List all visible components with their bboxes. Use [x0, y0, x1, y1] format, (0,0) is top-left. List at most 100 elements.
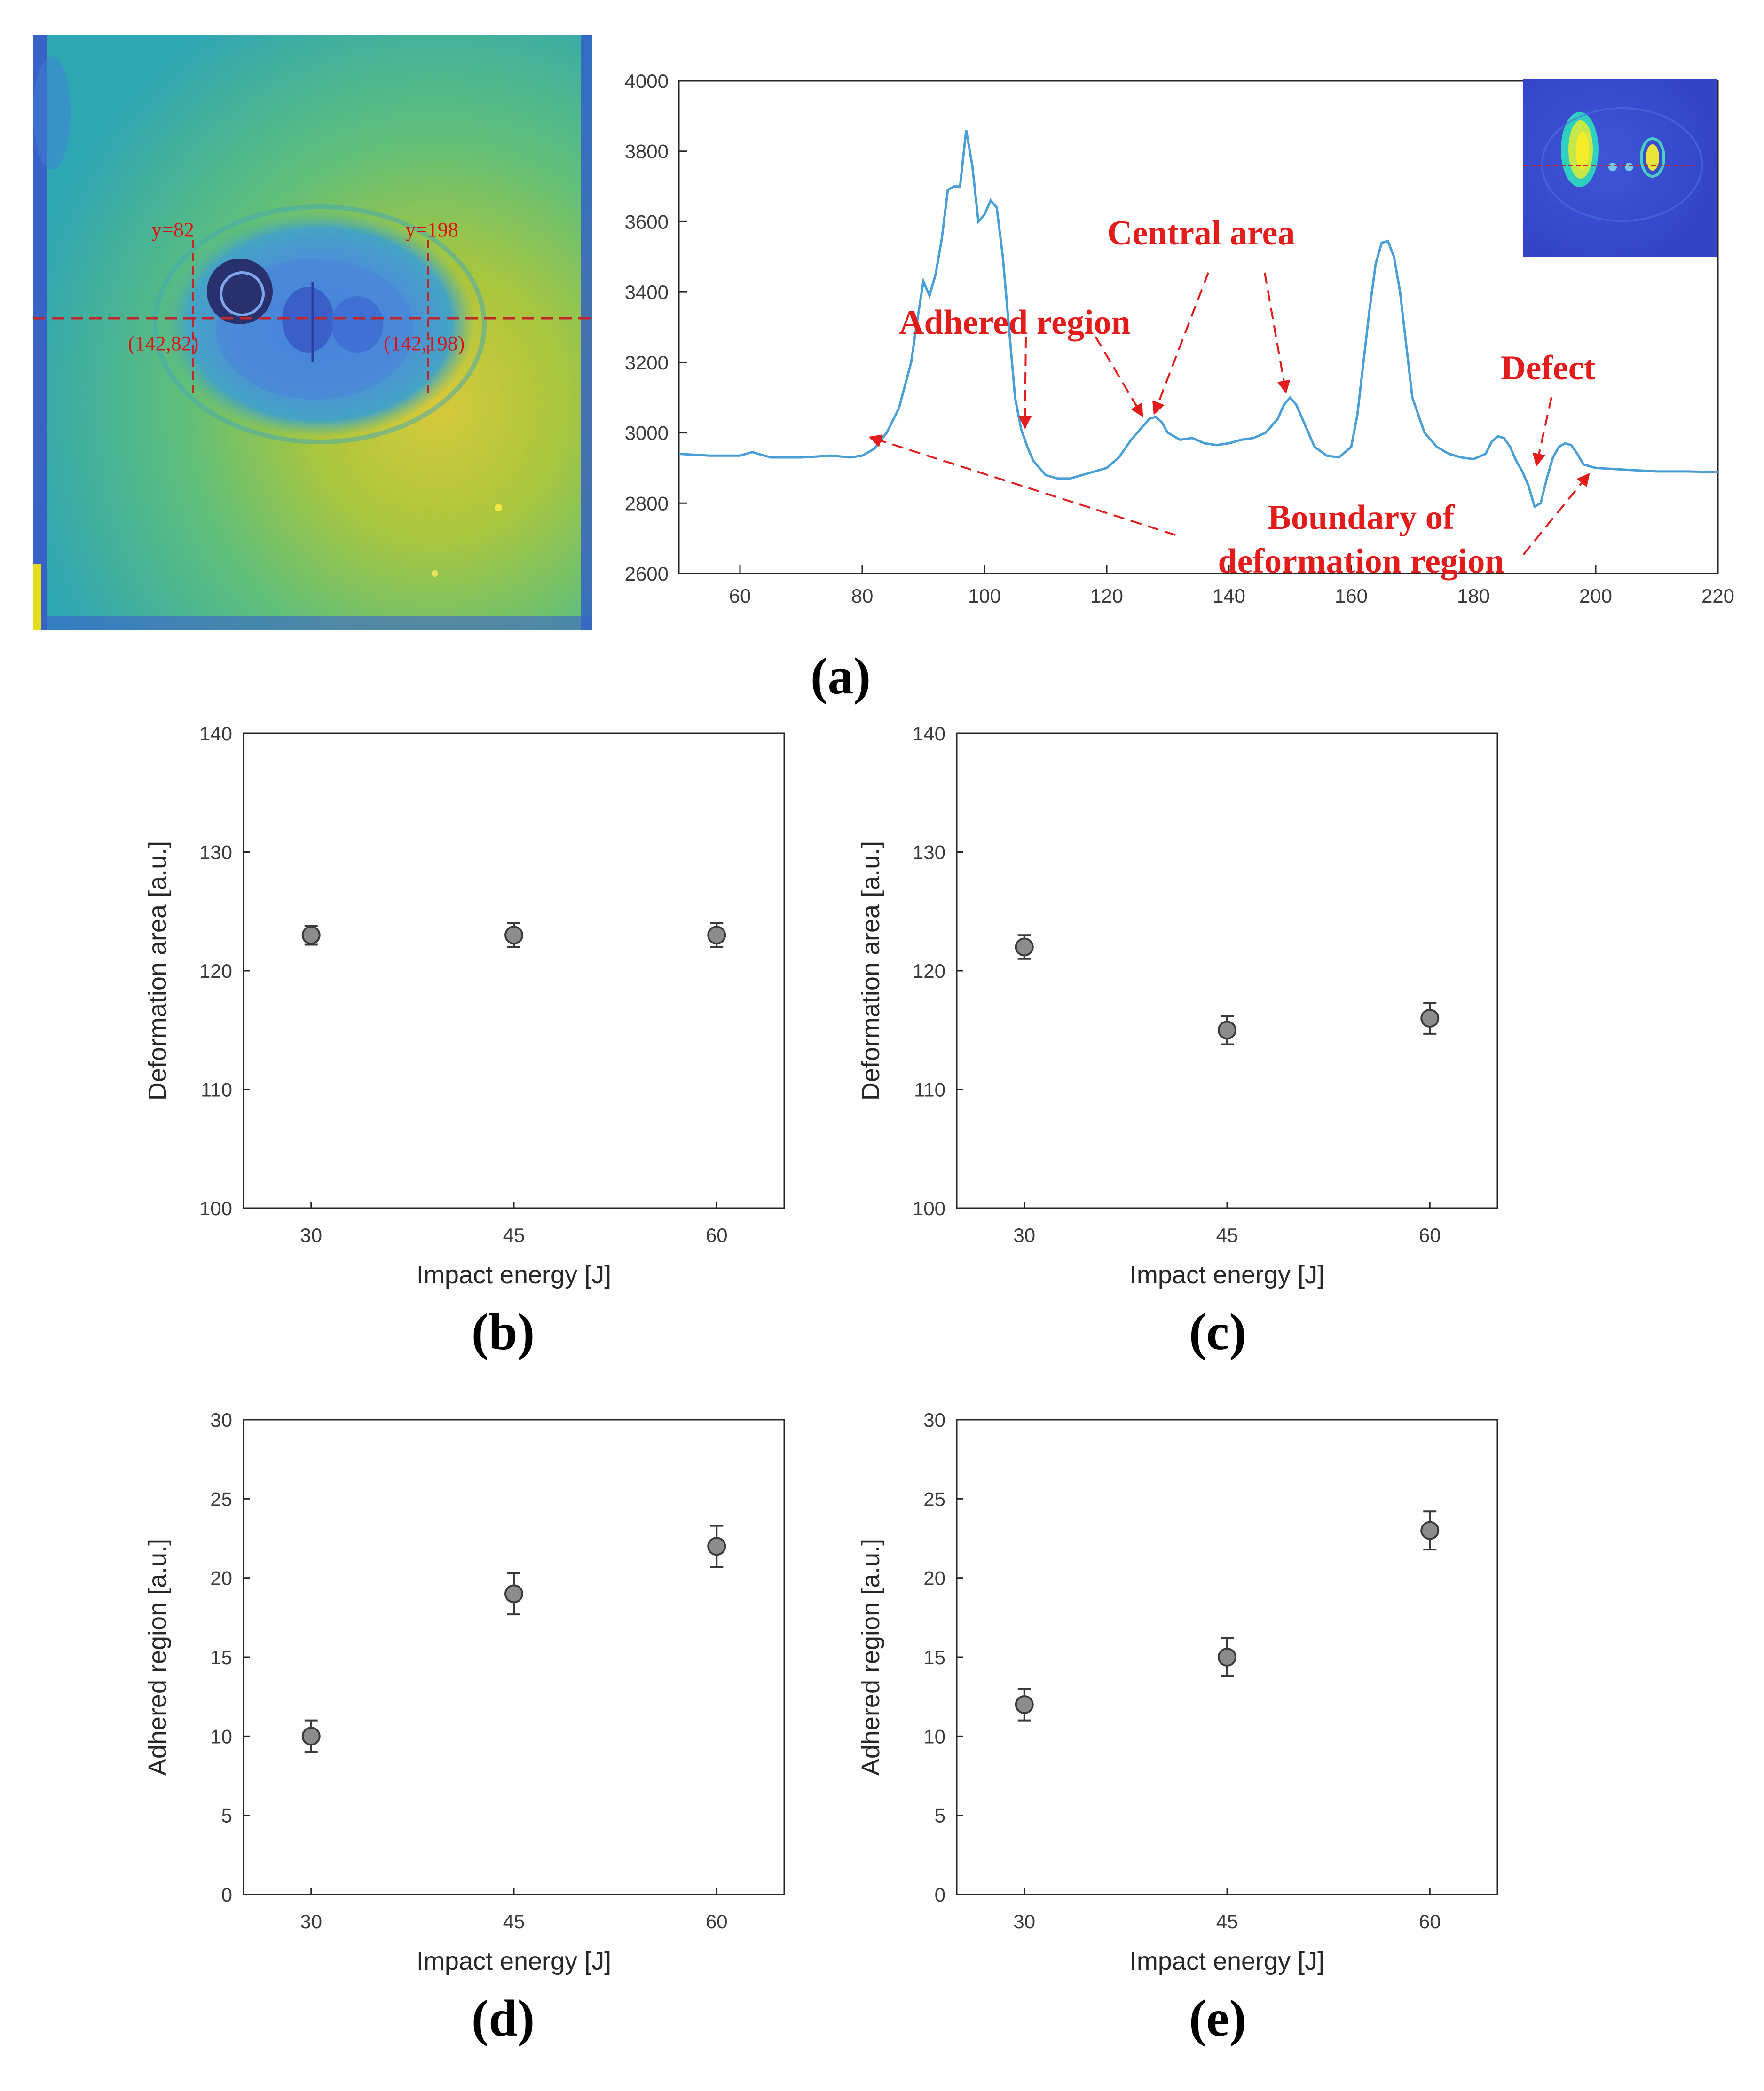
coord-left: (142,82) — [128, 332, 198, 355]
x-tick-label: 140 — [1213, 585, 1245, 607]
x-tick-label: 30 — [300, 1224, 322, 1246]
data-point — [504, 1584, 523, 1604]
x-axis-label: Impact energy [J] — [1130, 1261, 1324, 1289]
plot-frame — [956, 732, 1498, 1209]
y-tick-label: 0 — [221, 1884, 232, 1906]
y-axis-label: Deformation area [a.u.] — [857, 841, 885, 1101]
plot-frame — [243, 1419, 785, 1895]
plot-frame — [243, 732, 785, 1209]
x-tick-label: 80 — [851, 585, 874, 607]
y-tick-label: 130 — [913, 841, 945, 864]
panel-label-d: (d) — [472, 1989, 535, 2047]
data-point — [1015, 937, 1034, 957]
y-tick-label: 3400 — [625, 281, 669, 303]
x-tick-label: 45 — [503, 1224, 525, 1246]
x-tick-label: 60 — [706, 1224, 728, 1246]
y-tick-label: 15 — [210, 1646, 232, 1668]
y-axis-ticks: 2600 2800 3000 3200 3400 3600 3800 4000 — [625, 70, 687, 585]
x-tick-label: 45 — [1216, 1224, 1238, 1246]
panel-label-b: (b) — [472, 1303, 535, 1360]
y-tick-label: 20 — [923, 1567, 945, 1589]
y-tick-label: 140 — [913, 723, 945, 745]
data-point — [1015, 1695, 1034, 1714]
y-tick-label: 15 — [923, 1646, 945, 1668]
data-point — [301, 926, 321, 945]
annotation-boundary-2: deformation region — [1218, 542, 1504, 581]
x-tick-label: 45 — [1216, 1910, 1238, 1933]
x-tick-label: 180 — [1457, 585, 1490, 607]
x-tick-label: 160 — [1335, 585, 1368, 607]
y-tick-label: 10 — [210, 1725, 232, 1747]
y-tick-label: 0 — [935, 1884, 945, 1906]
x-tick-label: 60 — [729, 585, 751, 607]
y-tick-label: 3600 — [625, 211, 669, 233]
y-tick-label: 140 — [199, 723, 232, 745]
label-y82: y=82 — [151, 218, 194, 241]
data-point — [504, 926, 523, 945]
x-tick-label: 30 — [1013, 1910, 1035, 1933]
x-tick-label: 120 — [1090, 585, 1123, 607]
deformation-area-chart-c: 100 110 120 130 140 30 45 60 Impact energy [J] De… — [857, 723, 1498, 1289]
data-point — [707, 1537, 726, 1556]
coord-right: (142,198) — [384, 332, 465, 355]
x-tick-label: 30 — [1013, 1224, 1035, 1246]
y-tick-label: 25 — [210, 1488, 232, 1510]
y-tick-label: 3000 — [625, 422, 669, 444]
adhered-region-chart-d: 0 5 10 15 20 25 30 30 45 60 Impact energy [J] Adher… — [143, 1409, 785, 1975]
y-tick-label: 30 — [210, 1409, 232, 1431]
y-tick-label: 2600 — [625, 563, 669, 585]
y-tick-label: 25 — [923, 1488, 945, 1510]
y-tick-label: 2800 — [625, 492, 669, 514]
data-point — [1218, 1648, 1236, 1667]
y-tick-label: 100 — [913, 1197, 945, 1219]
y-tick-label: 3200 — [625, 352, 669, 374]
data-point — [707, 926, 726, 945]
y-tick-label: 20 — [210, 1567, 232, 1589]
y-tick-label: 100 — [199, 1197, 232, 1219]
x-tick-label: 60 — [1419, 1224, 1441, 1246]
y-tick-label: 4000 — [625, 70, 669, 92]
x-tick-label: 200 — [1579, 585, 1612, 607]
y-axis-label: Adhered region [a.u.] — [143, 1539, 172, 1776]
annotation-boundary-1: Boundary of — [1268, 498, 1455, 537]
x-axis-label: Impact energy [J] — [1130, 1947, 1324, 1975]
y-tick-label: 120 — [913, 960, 945, 982]
deformation-area-chart-b: 100 110 120 130 140 30 45 60 Impact energy [J] De… — [143, 723, 785, 1289]
y-tick-label: 130 — [199, 841, 232, 864]
x-tick-label: 30 — [300, 1910, 322, 1933]
annotation-arrows — [868, 272, 1590, 556]
annotation-defect: Defect — [1501, 349, 1596, 387]
annotation-adhered: Adhered region — [899, 303, 1131, 342]
x-axis-ticks: 60 80 100 120 140 160 180 200 220 — [729, 565, 1734, 607]
label-y198: y=198 — [405, 218, 458, 241]
data-point — [1218, 1021, 1236, 1040]
annotation-central: Central area — [1107, 214, 1295, 252]
panel-label-e: (e) — [1189, 1989, 1246, 2047]
panel-label-a: (a) — [811, 647, 871, 705]
x-tick-label: 60 — [706, 1910, 728, 1933]
data-point — [1420, 1009, 1440, 1028]
data-point — [301, 1727, 321, 1746]
y-axis-label: Deformation area [a.u.] — [143, 841, 172, 1101]
y-tick-label: 10 — [923, 1725, 945, 1747]
x-tick-label: 220 — [1701, 585, 1734, 607]
y-tick-label: 110 — [201, 1079, 232, 1101]
profile-series-line — [678, 130, 1718, 509]
data-point — [1420, 1521, 1440, 1540]
y-tick-label: 30 — [923, 1409, 945, 1431]
y-tick-label: 5 — [935, 1805, 945, 1827]
x-tick-label: 45 — [503, 1910, 525, 1933]
y-axis-label: Adhered region [a.u.] — [857, 1539, 885, 1776]
inset-thermogram — [1523, 79, 1717, 257]
y-tick-label: 120 — [199, 960, 232, 982]
adhered-region-chart-e: 0 5 10 15 20 25 30 30 45 60 Impact energy [J] Adher… — [857, 1409, 1498, 1975]
y-tick-label: 3800 — [625, 141, 669, 163]
y-tick-label: 110 — [914, 1079, 945, 1101]
panel-label-c: (c) — [1189, 1303, 1246, 1360]
x-tick-label: 100 — [968, 585, 1001, 607]
x-axis-label: Impact energy [J] — [417, 1261, 611, 1289]
y-tick-label: 5 — [221, 1805, 232, 1827]
x-axis-label: Impact energy [J] — [417, 1947, 611, 1975]
x-tick-label: 60 — [1419, 1910, 1441, 1933]
